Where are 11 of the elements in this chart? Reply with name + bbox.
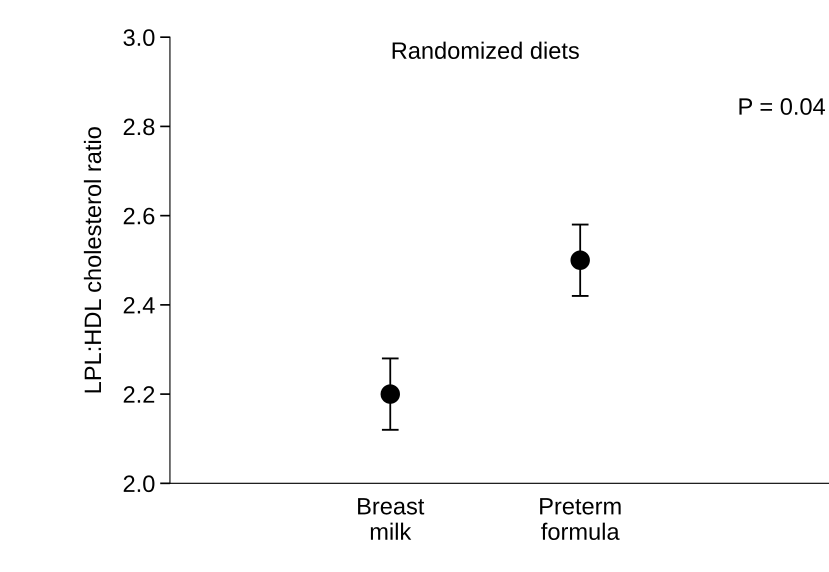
- y-tick-label: 3.0: [123, 29, 154, 46]
- y-axis-title: LPL:HDL cholesterol ratio: [84, 127, 102, 392]
- chart-title: Randomized diets: [392, 42, 579, 59]
- y-tick-label: 2.4: [124, 296, 155, 314]
- y-tick-label: 2.8: [124, 118, 154, 136]
- y-tick-label: 2.6: [124, 208, 154, 224]
- x-tick-label: Preterm formula: [540, 498, 621, 540]
- y-tick-label: 2.2: [124, 386, 154, 403]
- x-tick-label: Breast milk: [358, 498, 424, 540]
- y-tick-label: 2.0: [124, 475, 154, 492]
- annotation: P = 0.04: [739, 98, 826, 115]
